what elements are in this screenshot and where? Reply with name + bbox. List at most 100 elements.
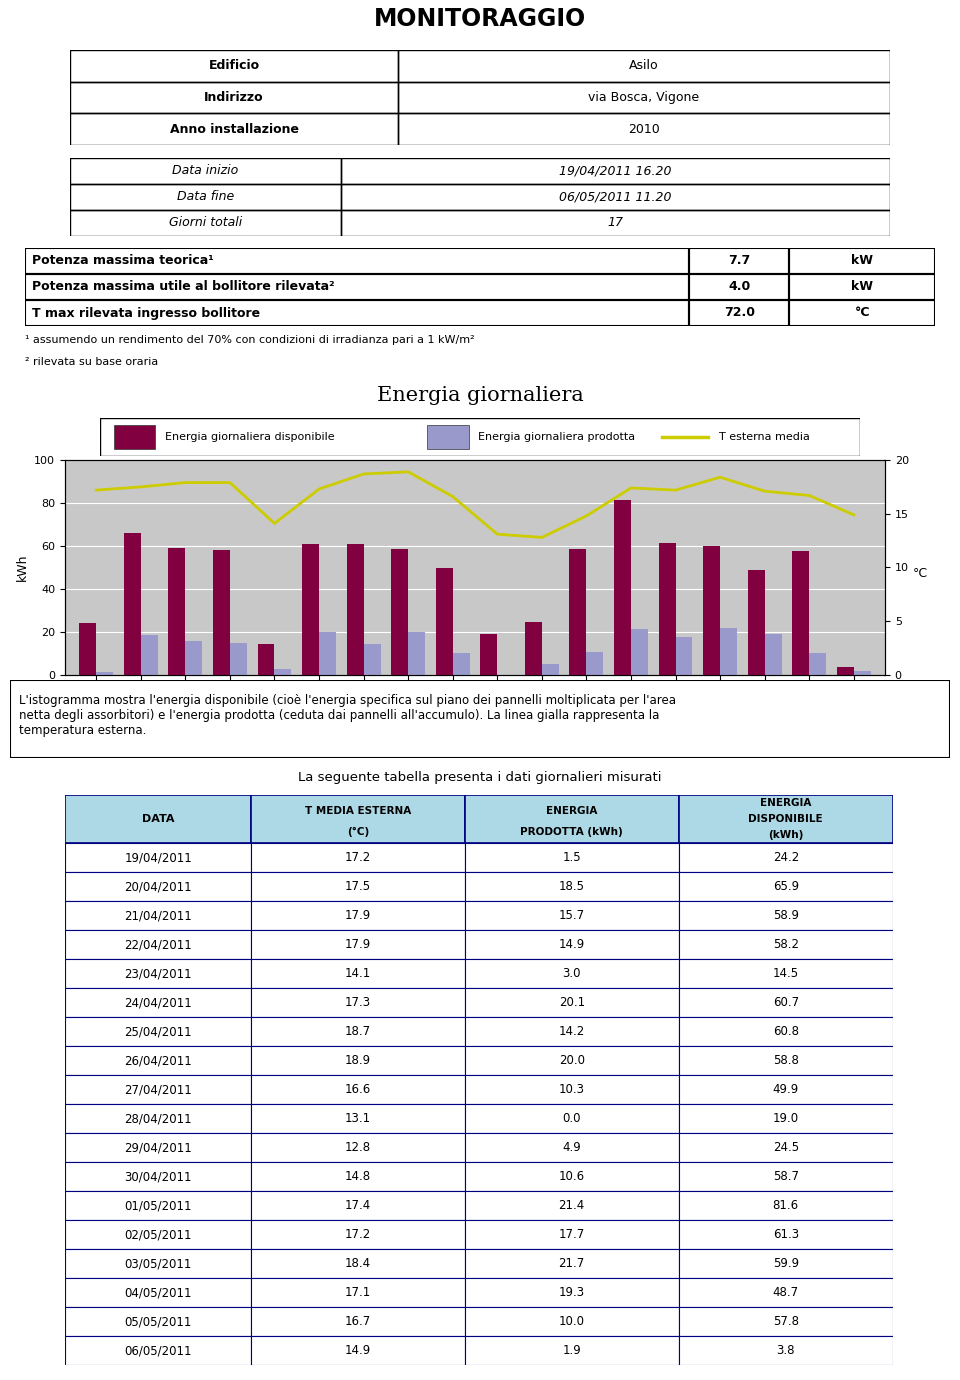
- Bar: [525, 622, 541, 675]
- Text: 48.7: 48.7: [773, 1286, 799, 1299]
- Bar: [748, 570, 765, 675]
- Bar: [679, 930, 893, 959]
- Text: 10.6: 10.6: [559, 1170, 585, 1183]
- Text: L'istogramma mostra l'energia disponibile (cioè l'energia specifica sul piano de: L'istogramma mostra l'energia disponibil…: [19, 694, 677, 737]
- Text: (kWh): (kWh): [768, 831, 804, 840]
- Text: 17.3: 17.3: [345, 996, 372, 1009]
- Text: 10.3: 10.3: [559, 1083, 585, 1096]
- Bar: [465, 988, 679, 1017]
- Bar: [252, 1191, 465, 1220]
- Bar: [252, 1017, 465, 1046]
- Bar: [319, 632, 336, 675]
- Bar: [252, 1104, 465, 1133]
- Text: 17.9: 17.9: [345, 938, 372, 951]
- Text: 60.8: 60.8: [773, 1025, 799, 1038]
- Bar: [252, 930, 465, 959]
- Bar: [837, 667, 853, 675]
- Bar: [480, 635, 497, 675]
- Text: (°C): (°C): [347, 827, 370, 836]
- Text: 57.8: 57.8: [773, 1315, 799, 1328]
- Bar: [679, 1075, 893, 1104]
- Text: 3.0: 3.0: [563, 967, 581, 980]
- Bar: [679, 843, 893, 872]
- Bar: [229, 643, 247, 675]
- Bar: [541, 664, 559, 675]
- Bar: [70, 113, 398, 145]
- Bar: [792, 551, 809, 675]
- Bar: [679, 959, 893, 988]
- Bar: [703, 546, 720, 675]
- Text: 20/04/2011: 20/04/2011: [125, 880, 192, 893]
- Text: 14.1: 14.1: [345, 967, 372, 980]
- Text: 26/04/2011: 26/04/2011: [124, 1054, 192, 1067]
- Text: kW: kW: [852, 280, 874, 294]
- Text: 06/05/2011: 06/05/2011: [125, 1344, 192, 1357]
- Bar: [853, 671, 871, 675]
- Bar: [689, 275, 789, 299]
- Bar: [65, 1133, 252, 1162]
- Text: 4.0: 4.0: [729, 280, 751, 294]
- Bar: [679, 1220, 893, 1249]
- Bar: [70, 157, 341, 184]
- Bar: [252, 1336, 465, 1365]
- Bar: [65, 1046, 252, 1075]
- Bar: [275, 668, 292, 675]
- Text: 58.8: 58.8: [773, 1054, 799, 1067]
- Text: Potenza massima teorica¹: Potenza massima teorica¹: [33, 254, 214, 268]
- Bar: [679, 1104, 893, 1133]
- Bar: [679, 1046, 893, 1075]
- Bar: [65, 930, 252, 959]
- Bar: [789, 248, 935, 275]
- Text: 14.8: 14.8: [345, 1170, 372, 1183]
- Text: Data fine: Data fine: [177, 190, 234, 203]
- Bar: [679, 988, 893, 1017]
- Bar: [341, 184, 890, 210]
- Bar: [679, 1162, 893, 1191]
- Bar: [80, 622, 96, 675]
- Bar: [465, 1249, 679, 1278]
- Bar: [436, 567, 453, 675]
- Text: 17.5: 17.5: [345, 880, 372, 893]
- Text: 49.9: 49.9: [773, 1083, 799, 1096]
- Bar: [679, 1307, 893, 1336]
- Bar: [679, 1191, 893, 1220]
- Text: DATA: DATA: [142, 814, 175, 824]
- Text: 16.7: 16.7: [345, 1315, 372, 1328]
- Bar: [465, 1104, 679, 1133]
- Bar: [427, 425, 468, 449]
- Bar: [302, 545, 319, 675]
- Text: 17.9: 17.9: [345, 909, 372, 922]
- Bar: [679, 1278, 893, 1307]
- Text: 22/04/2011: 22/04/2011: [124, 938, 192, 951]
- Bar: [65, 1162, 252, 1191]
- Text: PRODOTTA (kWh): PRODOTTA (kWh): [520, 827, 623, 836]
- Text: 1.9: 1.9: [563, 1344, 581, 1357]
- Text: 0.0: 0.0: [563, 1112, 581, 1125]
- Text: Energia giornaliera disponibile: Energia giornaliera disponibile: [164, 432, 334, 442]
- Bar: [252, 1075, 465, 1104]
- Text: 59.9: 59.9: [773, 1257, 799, 1270]
- Bar: [676, 638, 692, 675]
- Text: 17.2: 17.2: [345, 1228, 372, 1241]
- Text: 18.7: 18.7: [345, 1025, 372, 1038]
- Y-axis label: °C: °C: [912, 567, 927, 581]
- Bar: [679, 872, 893, 901]
- Bar: [465, 1046, 679, 1075]
- Bar: [631, 629, 648, 675]
- Text: La seguente tabella presenta i dati giornalieri misurati: La seguente tabella presenta i dati gior…: [299, 771, 661, 784]
- Bar: [465, 1336, 679, 1365]
- Text: 17.2: 17.2: [345, 851, 372, 864]
- Bar: [465, 930, 679, 959]
- Text: 30/04/2011: 30/04/2011: [125, 1170, 192, 1183]
- Text: 27/04/2011: 27/04/2011: [124, 1083, 192, 1096]
- Bar: [65, 1249, 252, 1278]
- Bar: [465, 901, 679, 930]
- Text: Anno installazione: Anno installazione: [170, 123, 299, 135]
- Text: 13.1: 13.1: [345, 1112, 372, 1125]
- Text: 25/04/2011: 25/04/2011: [125, 1025, 192, 1038]
- Text: 05/05/2011: 05/05/2011: [125, 1315, 192, 1328]
- Bar: [765, 633, 781, 675]
- Bar: [213, 549, 229, 675]
- Text: Asilo: Asilo: [629, 59, 659, 72]
- Text: 24/04/2011: 24/04/2011: [124, 996, 192, 1009]
